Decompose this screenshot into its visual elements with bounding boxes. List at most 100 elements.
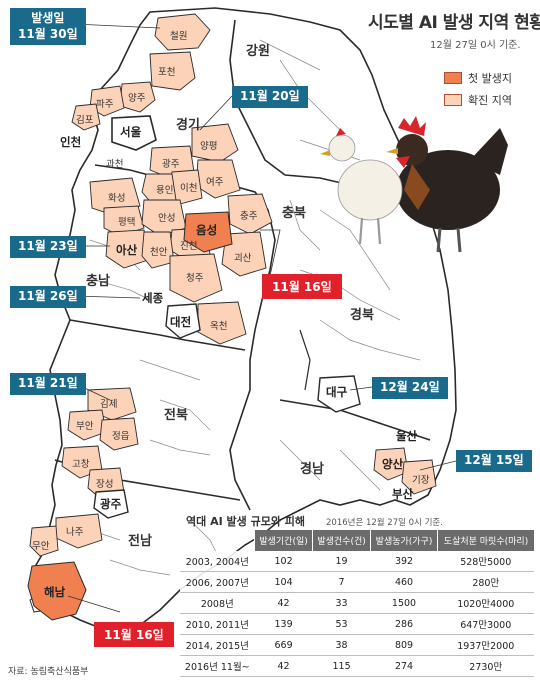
region-chungju bbox=[227, 193, 273, 235]
date-label-chungnam: 11월 23일 bbox=[10, 236, 86, 258]
table-cell-farms: 460 bbox=[370, 571, 438, 593]
city-asan: 아산 bbox=[116, 243, 138, 257]
province-jeonbuk: 전북 bbox=[164, 408, 188, 423]
table-cell-days: 42 bbox=[254, 592, 313, 614]
date-label-jeonnam: 11월 16일 bbox=[94, 622, 174, 647]
table-cell-farms: 274 bbox=[370, 655, 438, 677]
region-cheonan bbox=[141, 231, 175, 269]
date-label-chungbuk: 11월 16일 bbox=[262, 274, 342, 299]
city-yangju: 양주 bbox=[128, 93, 146, 104]
table-cell-culled: 647만3000 bbox=[437, 613, 534, 635]
date-label-line2: 11월 30일 bbox=[18, 26, 78, 41]
city-goesan: 괴산 bbox=[234, 253, 252, 264]
table-cell-culled: 1020만4000 bbox=[437, 592, 534, 614]
region-muan bbox=[29, 525, 59, 557]
date-label-gyeonggi: 발생일 11월 30일 bbox=[10, 8, 86, 46]
city-gochang: 고창 bbox=[72, 459, 90, 470]
province-gyeongbuk: 경북 bbox=[350, 308, 374, 323]
table-note: 2016년은 12월 27일 0시 기준. bbox=[326, 518, 443, 528]
city-buan: 부안 bbox=[76, 421, 94, 432]
province-gangwon: 강원 bbox=[246, 44, 270, 59]
city-paju: 파주 bbox=[96, 99, 114, 110]
region-goesan bbox=[221, 231, 267, 277]
date-label-daegu: 12월 24일 bbox=[372, 377, 448, 399]
source-credit: 자료: 농림축산식품부 bbox=[8, 667, 89, 677]
metro-seoul: 서울 bbox=[120, 125, 142, 139]
table-title: 역대 AI 발생 규모와 피해 bbox=[186, 515, 306, 528]
city-gimje: 김제 bbox=[100, 399, 118, 410]
page-subtitle: 12월 27일 0시 기준. bbox=[430, 40, 521, 51]
table-cell-cases: 19 bbox=[312, 551, 371, 572]
table-cell-farms: 392 bbox=[370, 551, 438, 572]
legend-label-first: 첫 발생지 bbox=[468, 72, 512, 85]
province-chungnam: 충남 bbox=[86, 274, 110, 289]
region-daejeon bbox=[165, 303, 201, 339]
table-cell-period: 2006, 2007년 bbox=[180, 571, 255, 593]
table-header-farms: 발생농가(가구) bbox=[370, 530, 438, 551]
metro-daejeon: 대전 bbox=[170, 315, 192, 329]
metro-incheon: 인천 bbox=[60, 135, 82, 149]
metro-sejong: 세종 bbox=[142, 291, 164, 305]
province-gyeongnam: 경남 bbox=[300, 462, 324, 477]
page-title: 시도별 AI 발생 지역 현황 bbox=[368, 13, 540, 33]
table-cell-farms: 286 bbox=[370, 613, 438, 635]
city-haenam: 해남 bbox=[44, 585, 66, 599]
city-eumseong: 음성 bbox=[196, 223, 218, 237]
region-daegu bbox=[317, 375, 361, 413]
legend-swatch-confirmed bbox=[444, 94, 462, 106]
table-cell-period: 2003, 2004년 bbox=[180, 551, 255, 572]
region-buan bbox=[67, 409, 107, 441]
city-cheongju: 청주 bbox=[186, 273, 204, 284]
table-cell-cases: 38 bbox=[312, 634, 371, 656]
table-row: 2014, 2015년 669 38 809 1937만2000 bbox=[180, 634, 534, 656]
city-okcheon: 옥천 bbox=[210, 321, 228, 332]
city-gijang: 기장 bbox=[412, 475, 430, 486]
region-yangsan bbox=[373, 447, 409, 481]
table-row: 2008년 42 33 1500 1020만4000 bbox=[180, 592, 534, 614]
table-row: 2010, 2011년 139 53 286 647만3000 bbox=[180, 613, 534, 635]
city-jangseong: 장성 bbox=[96, 479, 114, 490]
table-cell-cases: 53 bbox=[312, 613, 371, 635]
table-cell-days: 102 bbox=[254, 551, 313, 572]
city-pocheon: 포천 bbox=[158, 67, 176, 78]
city-cheorwon: 철원 bbox=[170, 31, 188, 42]
legend-swatch-first bbox=[444, 72, 462, 84]
region-cheongju bbox=[169, 253, 223, 303]
city-jeongeup: 정읍 bbox=[112, 431, 130, 442]
date-label-ulsan: 12월 15일 bbox=[456, 450, 532, 472]
table-header-culled: 도살처분 마릿수(마리) bbox=[437, 530, 534, 551]
city-anseong: 안성 bbox=[158, 213, 176, 224]
city-naju: 나주 bbox=[66, 527, 84, 538]
table-cell-culled: 1937만2000 bbox=[437, 634, 534, 656]
region-jeongeup bbox=[99, 417, 139, 451]
table-cell-culled: 528만5000 bbox=[437, 551, 534, 572]
legend-label-confirmed: 확진 지역 bbox=[468, 94, 512, 107]
city-yeoju: 여주 bbox=[206, 177, 224, 188]
region-eumseong bbox=[183, 211, 233, 253]
date-label-jeonbuk: 11월 21일 bbox=[10, 373, 86, 395]
region-seoul bbox=[111, 115, 157, 151]
metro-busan: 부산 bbox=[392, 487, 414, 501]
city-gwangju-gg: 광주 bbox=[162, 159, 180, 170]
metro-daegu: 대구 bbox=[326, 385, 348, 399]
rooster-illustration bbox=[386, 116, 508, 253]
metro-ulsan: 울산 bbox=[396, 429, 418, 443]
table-cell-cases: 115 bbox=[312, 655, 371, 677]
table-cell-culled: 280만 bbox=[437, 571, 534, 593]
province-jeonnam: 전남 bbox=[128, 534, 152, 549]
city-hwaseong: 화성 bbox=[108, 193, 126, 204]
date-label-sejong: 11월 26일 bbox=[10, 286, 86, 308]
metro-gwangju: 광주 bbox=[100, 497, 122, 511]
city-muan: 무안 bbox=[32, 541, 50, 552]
date-label-line1: 발생일 bbox=[31, 11, 65, 25]
legend-first-outbreak: 첫 발생지 bbox=[444, 70, 512, 86]
city-pyeongtaek: 평택 bbox=[118, 217, 136, 228]
region-haenam bbox=[27, 561, 87, 621]
table-cell-culled: 2730만 bbox=[437, 655, 534, 677]
city-yongin: 용인 bbox=[156, 185, 174, 196]
region-yangpyeong bbox=[191, 123, 239, 163]
city-gwacheon: 과천 bbox=[106, 159, 124, 170]
table-row: 2006, 2007년 104 7 460 280만 bbox=[180, 571, 534, 593]
